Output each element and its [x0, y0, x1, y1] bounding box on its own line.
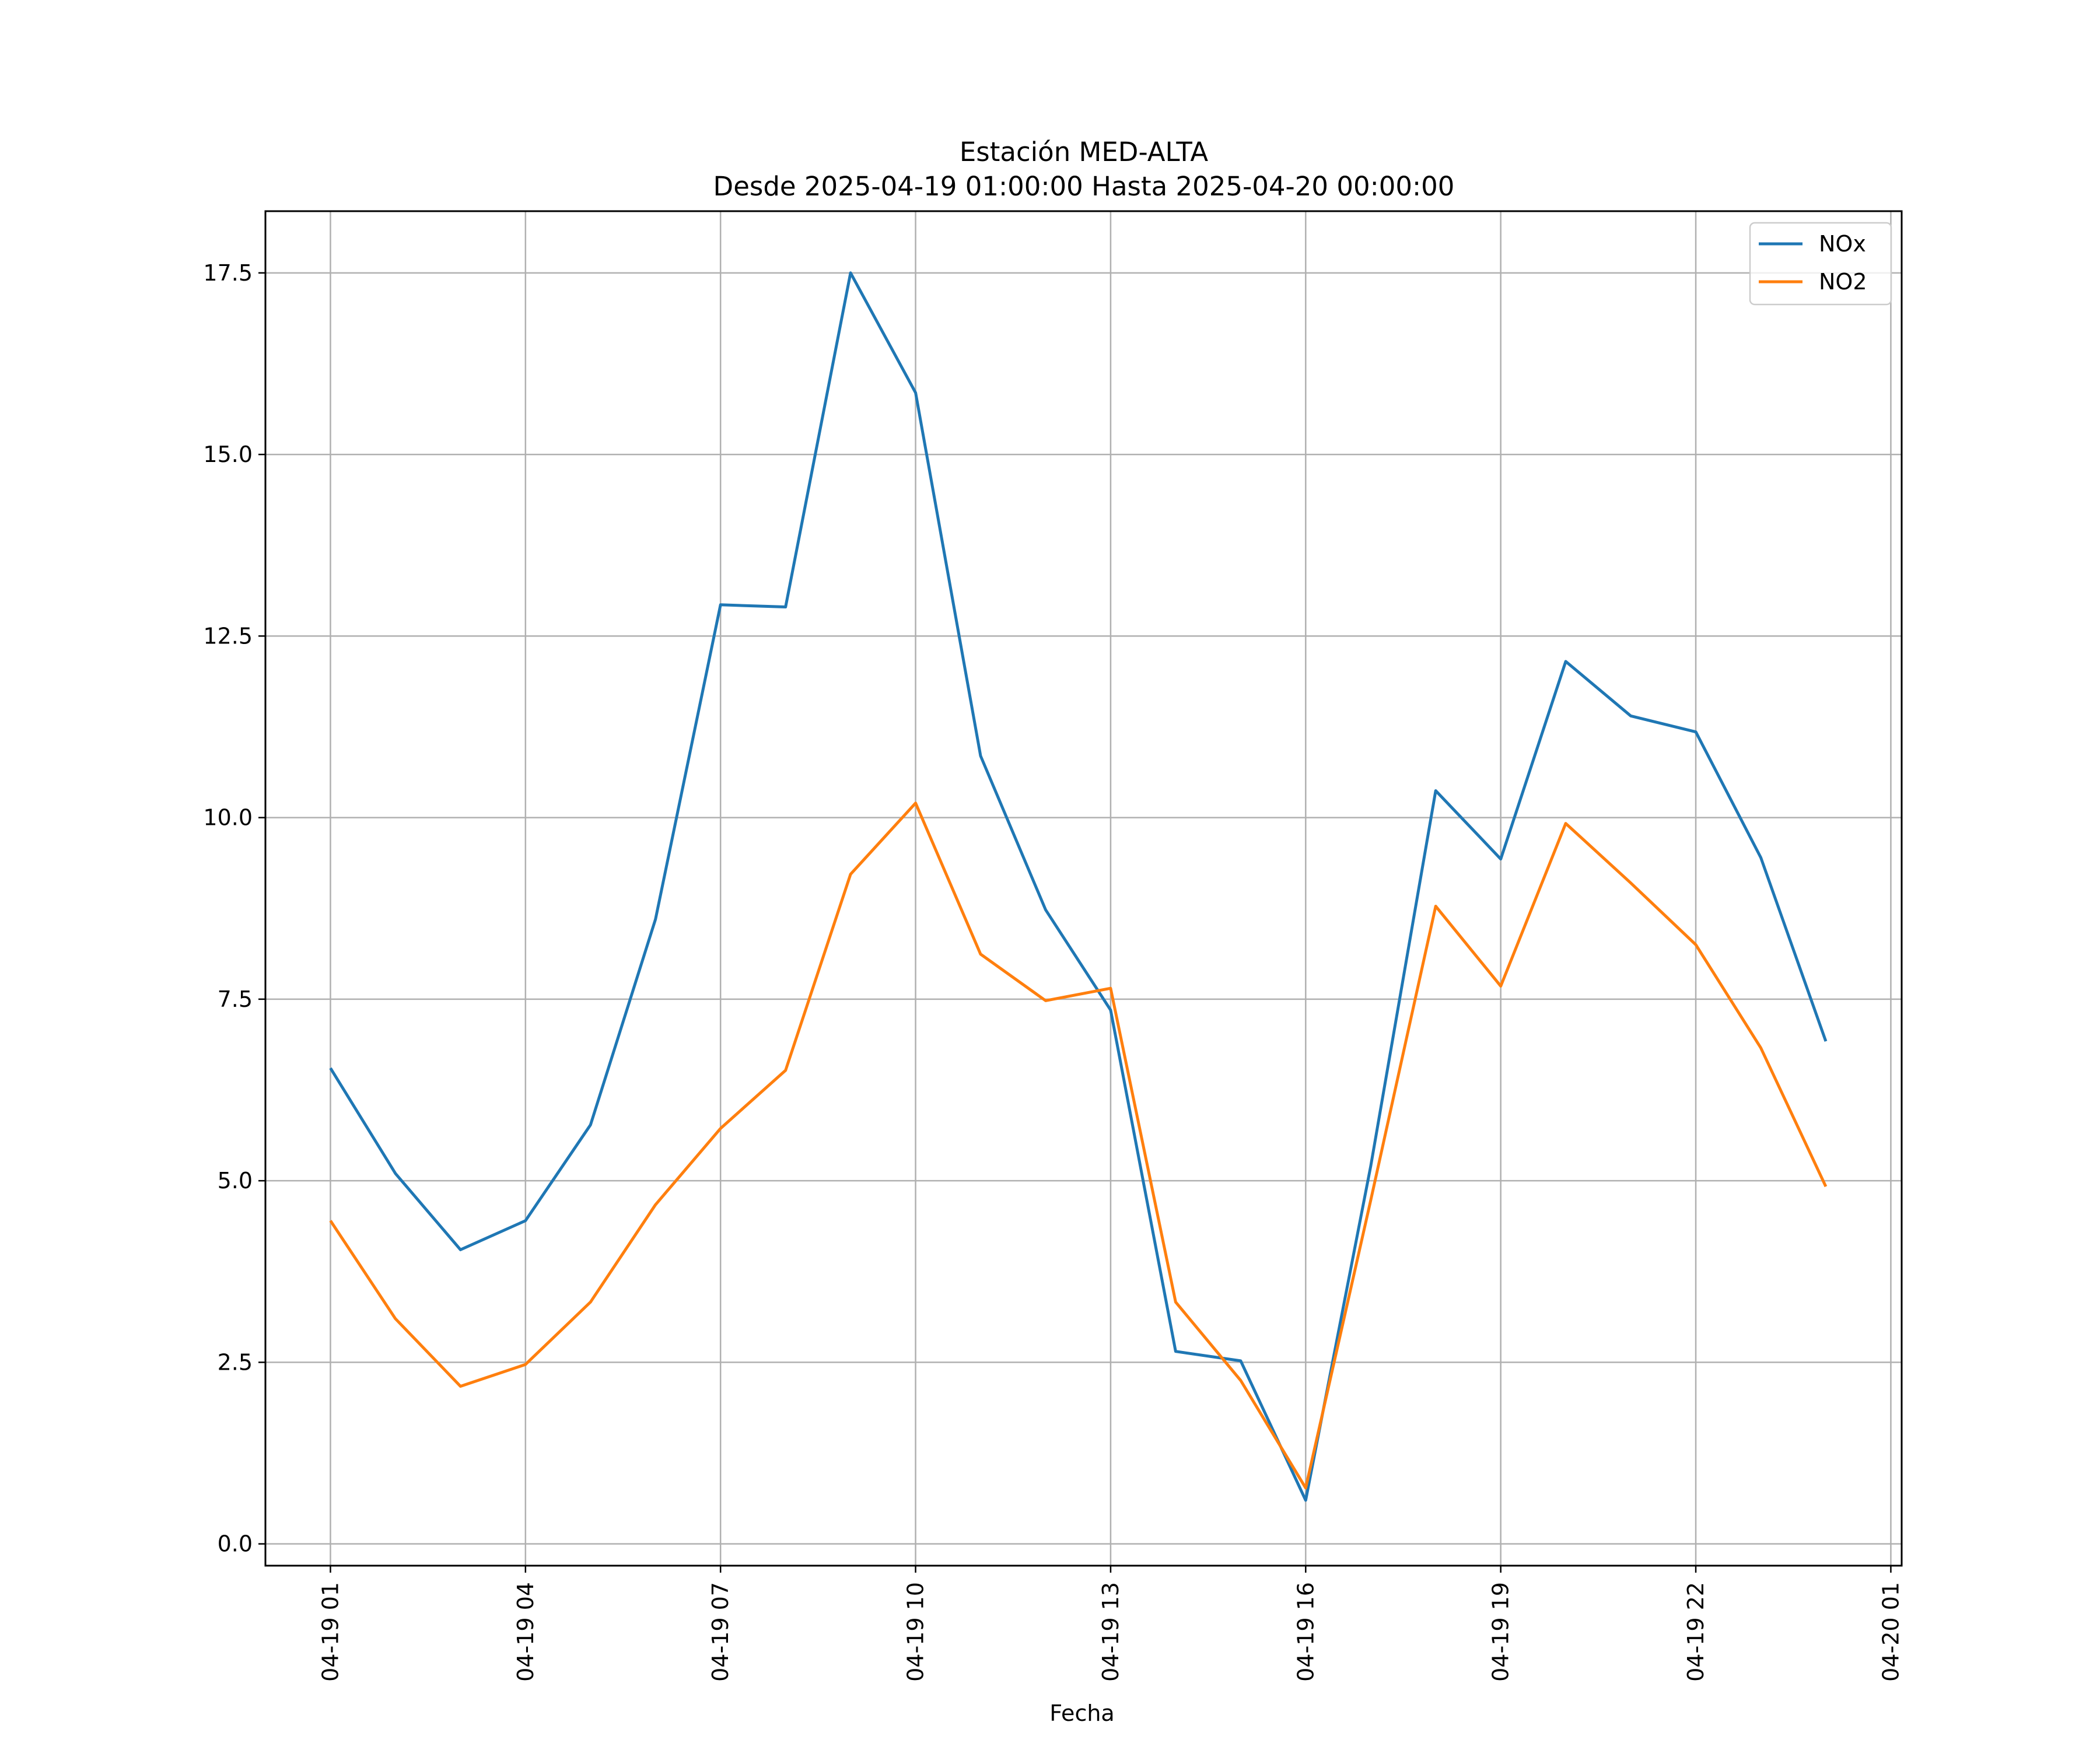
- y-tick-label: 10.0: [203, 805, 253, 831]
- series-lines: [329, 271, 1828, 1502]
- x-tick-label: 04-19 16: [1293, 1582, 1318, 1682]
- axis-ticks: 04-19 01 04-19 04 04-19 07 04-19 10 04-19 13…: [203, 260, 1903, 1682]
- x-tick-label: 04-19 04: [513, 1582, 538, 1682]
- x-tick-label: 04-19 10: [903, 1582, 929, 1682]
- y-tick-label: 17.5: [203, 260, 253, 286]
- y-tick-label: 2.5: [218, 1349, 253, 1375]
- y-tick-label: 5.0: [218, 1168, 253, 1194]
- chart-subtitle: Desde 2025-04-19 01:00:00 Hasta 2025-04-…: [713, 171, 1455, 202]
- x-tick-label: 04-20 01: [1878, 1582, 1903, 1682]
- x-tick-label: 04-19 13: [1098, 1582, 1124, 1682]
- x-tick-label: 04-19 19: [1488, 1582, 1514, 1682]
- legend-label-nox: NOx: [1819, 231, 1866, 257]
- y-tick-label: 15.0: [203, 442, 253, 467]
- legend: NOx NO2: [1749, 222, 1892, 306]
- plot-frame: [264, 210, 1903, 1567]
- y-tick-label: 7.5: [218, 986, 253, 1012]
- x-tick-label: 04-19 07: [708, 1582, 733, 1682]
- grid: [265, 211, 1902, 1566]
- x-tick-label: 04-19 22: [1683, 1582, 1709, 1682]
- legend-label-no2: NO2: [1819, 269, 1867, 295]
- x-axis-label: Fecha: [1049, 1700, 1114, 1726]
- x-tick-label: 04-19 01: [317, 1582, 343, 1682]
- chart-title: Estación MED-ALTA: [960, 136, 1209, 167]
- y-tick-label: 12.5: [203, 623, 253, 649]
- series-line-no2: [329, 802, 1828, 1490]
- series-line-nox: [329, 271, 1828, 1502]
- y-tick-label: 0.0: [218, 1531, 253, 1557]
